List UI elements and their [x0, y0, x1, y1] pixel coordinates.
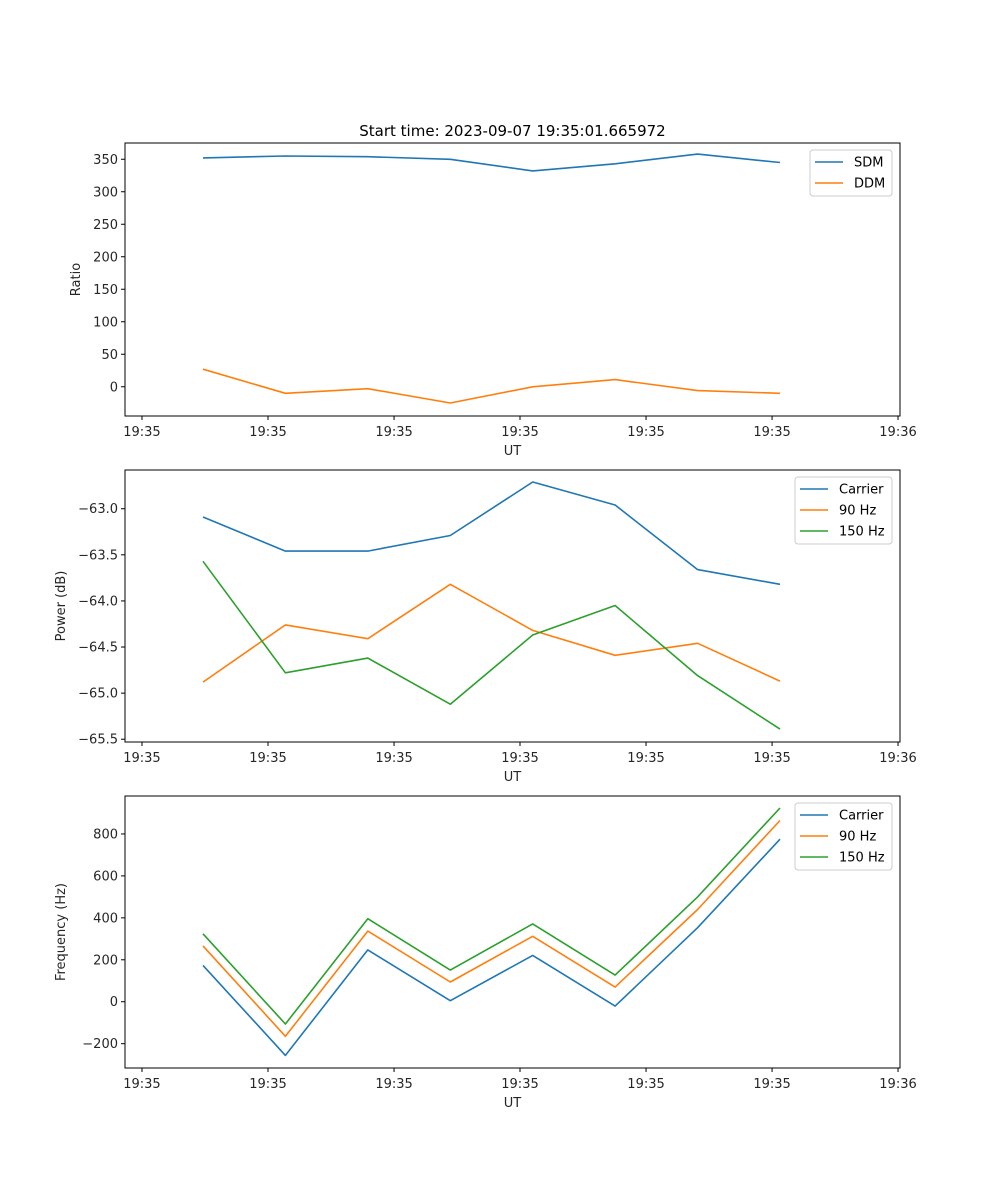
x-tick-label: 19:35 — [375, 1077, 412, 1092]
legend-label: Carrier — [839, 483, 884, 498]
x-tick-label: 19:35 — [627, 751, 664, 766]
x-tick-label: 19:35 — [123, 425, 160, 440]
series-line-150-hz — [202, 807, 781, 1025]
subplot-2: 19:35 19:35 19:35 19:35 19:35 19:35 19:36 −65.5… — [54, 469, 917, 785]
x-axis-label: UT — [504, 444, 522, 459]
x-tick-label: 19:35 — [627, 425, 664, 440]
y-tick-label: −64.5 — [78, 641, 118, 656]
series-line-90-hz — [202, 819, 781, 1038]
legend-label: Carrier — [839, 809, 884, 824]
x-tick-label: 19:35 — [123, 1077, 160, 1092]
y-tick-label: 300 — [93, 185, 118, 200]
series-line-150-hz — [202, 560, 781, 730]
x-tick-label: 19:36 — [879, 751, 916, 766]
y-axis-label: Power (dB) — [54, 571, 69, 642]
series-line-carrier — [202, 481, 781, 586]
y-tick-label: 250 — [93, 218, 118, 233]
x-tick-label: 19:36 — [879, 1077, 916, 1092]
x-tick-label: 19:35 — [753, 425, 790, 440]
legend-label: 90 Hz — [839, 830, 876, 845]
legend-label: SDM — [854, 156, 883, 171]
x-tick-label: 19:35 — [249, 1077, 286, 1092]
legend-box — [794, 802, 893, 871]
x-tick-label: 19:35 — [501, 425, 538, 440]
x-tick-label: 19:35 — [501, 751, 538, 766]
subplot-1: 19:35 19:35 19:35 19:35 19:35 19:35 19:36 0 50 10… — [69, 142, 917, 459]
legend-box — [794, 476, 893, 545]
y-tick-label: 0 — [110, 380, 118, 395]
legend: SDM DDM — [809, 149, 893, 197]
legend: Carrier 90 Hz 150 Hz — [794, 476, 893, 545]
y-tick-label: −64.0 — [78, 594, 118, 609]
y-tick-label: 200 — [93, 250, 118, 265]
legend-label: DDM — [854, 177, 885, 192]
legend-label: 150 Hz — [839, 525, 885, 540]
y-tick-label: 150 — [93, 283, 118, 298]
y-tick-label: −65.5 — [78, 733, 118, 748]
legend-label: 90 Hz — [839, 504, 876, 519]
series-line-ddm — [202, 368, 781, 404]
legend-label: 150 Hz — [839, 851, 885, 866]
y-tick-label: −63.0 — [78, 502, 118, 517]
y-axis-label: Frequency (Hz) — [54, 883, 69, 981]
x-tick-label: 19:35 — [249, 425, 286, 440]
axes-frame — [124, 469, 901, 743]
y-tick-label: 50 — [101, 348, 118, 363]
series-line-sdm — [202, 153, 781, 172]
x-tick-label: 19:35 — [249, 751, 286, 766]
x-tick-label: 19:35 — [375, 425, 412, 440]
series-line-carrier — [202, 838, 781, 1057]
x-tick-label: 19:35 — [501, 1077, 538, 1092]
x-tick-label: 19:36 — [879, 425, 916, 440]
y-tick-label: 600 — [93, 869, 118, 884]
y-tick-label: −200 — [82, 1037, 118, 1052]
y-tick-label: 400 — [93, 911, 118, 926]
x-axis-label: UT — [504, 770, 522, 785]
series-line-90-hz — [202, 583, 781, 683]
y-tick-label: 800 — [93, 827, 118, 842]
y-tick-label: −65.0 — [78, 687, 118, 702]
y-tick-label: −63.5 — [78, 548, 118, 563]
x-tick-label: 19:35 — [123, 751, 160, 766]
x-tick-label: 19:35 — [753, 1077, 790, 1092]
subplot-3: 19:35 19:35 19:35 19:35 19:35 19:35 19:36 −200 0… — [54, 795, 917, 1111]
legend: Carrier 90 Hz 150 Hz — [794, 802, 893, 871]
chart-title: Start time: 2023-09-07 19:35:01.665972 — [359, 122, 665, 140]
y-tick-label: 200 — [93, 953, 118, 968]
x-tick-label: 19:35 — [375, 751, 412, 766]
x-tick-label: 19:35 — [627, 1077, 664, 1092]
y-tick-label: 350 — [93, 153, 118, 168]
y-axis-label: Ratio — [69, 263, 84, 296]
y-tick-label: 100 — [93, 315, 118, 330]
x-tick-label: 19:35 — [753, 751, 790, 766]
y-tick-label: 0 — [110, 995, 118, 1010]
x-axis-label: UT — [504, 1096, 522, 1111]
axes-frame — [124, 795, 901, 1069]
axes-frame — [124, 142, 901, 417]
